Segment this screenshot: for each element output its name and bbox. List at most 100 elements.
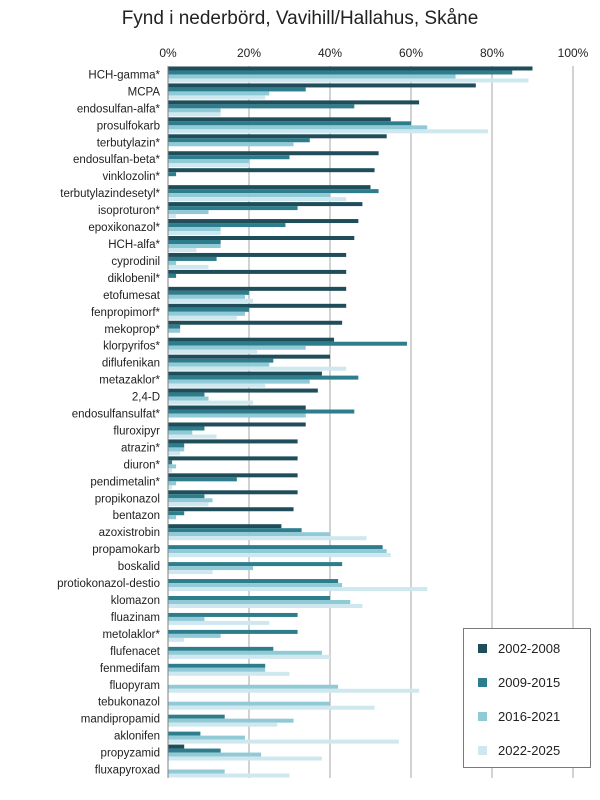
bar: [168, 366, 347, 371]
bar: [168, 422, 306, 427]
bar: [168, 663, 266, 668]
category-label: vinklozolin*: [102, 171, 160, 183]
bar: [168, 654, 330, 659]
category-label: diklobenil*: [108, 273, 161, 285]
category-label: cyprodinil: [111, 256, 160, 268]
bar: [168, 532, 330, 537]
bar: [168, 688, 420, 693]
bar: [168, 231, 221, 236]
bar: [168, 159, 249, 164]
bar: [168, 439, 298, 444]
category-label: fluxapyroxad: [95, 765, 160, 777]
category-label: azoxistrobin: [99, 527, 160, 539]
bar: [168, 315, 237, 320]
bar: [168, 684, 339, 689]
bar: [168, 112, 221, 117]
bar: [168, 294, 245, 299]
category-label: fenpropimorf*: [91, 307, 161, 319]
bar: [168, 168, 375, 173]
bar: [168, 485, 173, 490]
category-label: protiokonazol-destio: [57, 578, 160, 590]
bar: [168, 400, 254, 405]
bar: [168, 117, 391, 122]
category-label: HCH-gamma*: [88, 69, 160, 81]
bar: [168, 490, 298, 495]
bar: [168, 78, 529, 83]
bar: [168, 473, 298, 478]
bar: [168, 629, 298, 634]
bar: [168, 515, 177, 520]
bar: [168, 549, 387, 554]
category-label: diuron*: [124, 459, 161, 471]
bar: [168, 752, 262, 757]
bar: [168, 392, 205, 397]
bar: [168, 256, 217, 261]
category-label: endosulfan-beta*: [73, 154, 160, 166]
category-label: propamokarb: [92, 544, 160, 556]
bar: [168, 705, 375, 710]
category-label: aklonifen: [114, 731, 160, 743]
bar: [168, 134, 387, 139]
bar: [168, 464, 177, 469]
category-label: MCPA: [128, 86, 161, 98]
bar: [168, 583, 343, 588]
bar: [168, 214, 177, 219]
legend-label: 2002-2008: [498, 641, 561, 656]
bar: [168, 95, 266, 100]
bar: [168, 650, 322, 655]
bar: [168, 349, 258, 354]
bar: [168, 260, 177, 265]
bar: [168, 718, 294, 723]
bar: [168, 100, 420, 105]
bar: [168, 197, 347, 202]
bar: [168, 600, 351, 604]
bar: [168, 125, 428, 130]
bar: [168, 142, 294, 147]
bar: [168, 252, 347, 257]
bar: [168, 739, 399, 744]
bar: [168, 731, 201, 736]
bar: [168, 155, 290, 160]
bar: [168, 240, 221, 244]
chart-title: Fynd i nederbörd, Vavihill/Hallahus, Skå…: [121, 8, 479, 29]
category-label: endosulfansulfat*: [72, 409, 161, 421]
bar: [168, 371, 322, 376]
category-label: fluopyram: [110, 680, 161, 692]
bar: [168, 468, 173, 473]
bar: [168, 735, 245, 740]
category-label: tebukonazol: [98, 697, 160, 709]
legend-swatch: [478, 712, 487, 721]
category-label: etofumesat: [103, 290, 161, 302]
bar: [168, 494, 205, 499]
bar: [168, 324, 181, 329]
bar: [168, 756, 322, 761]
legend-swatch: [478, 746, 487, 755]
bar: [168, 163, 249, 168]
bar: [168, 341, 407, 346]
bar: [168, 362, 270, 367]
category-label: mandipropamid: [81, 714, 160, 726]
bar: [168, 189, 379, 194]
legend-swatch: [478, 678, 487, 687]
legend-label: 2022-2025: [498, 743, 561, 758]
bar: [168, 637, 185, 642]
bar: [168, 553, 391, 558]
bar: [168, 345, 306, 350]
legend-label: 2016-2021: [498, 709, 561, 724]
legend-label: 2009-2015: [498, 675, 561, 690]
bar: [168, 566, 254, 571]
category-label: atrazin*: [121, 442, 161, 454]
bar: [168, 434, 217, 439]
category-label: propyzamid: [101, 748, 160, 760]
bar: [168, 562, 343, 567]
category-label: mekoprop*: [104, 324, 160, 336]
bar: [168, 273, 177, 278]
bar: [168, 307, 249, 312]
bar: [168, 579, 339, 584]
x-tick-label: 80%: [480, 46, 504, 60]
category-label: metolaklor*: [102, 629, 160, 641]
bar: [168, 443, 185, 448]
bar: [168, 587, 428, 592]
category-label: HCH-alfa*: [108, 239, 160, 251]
